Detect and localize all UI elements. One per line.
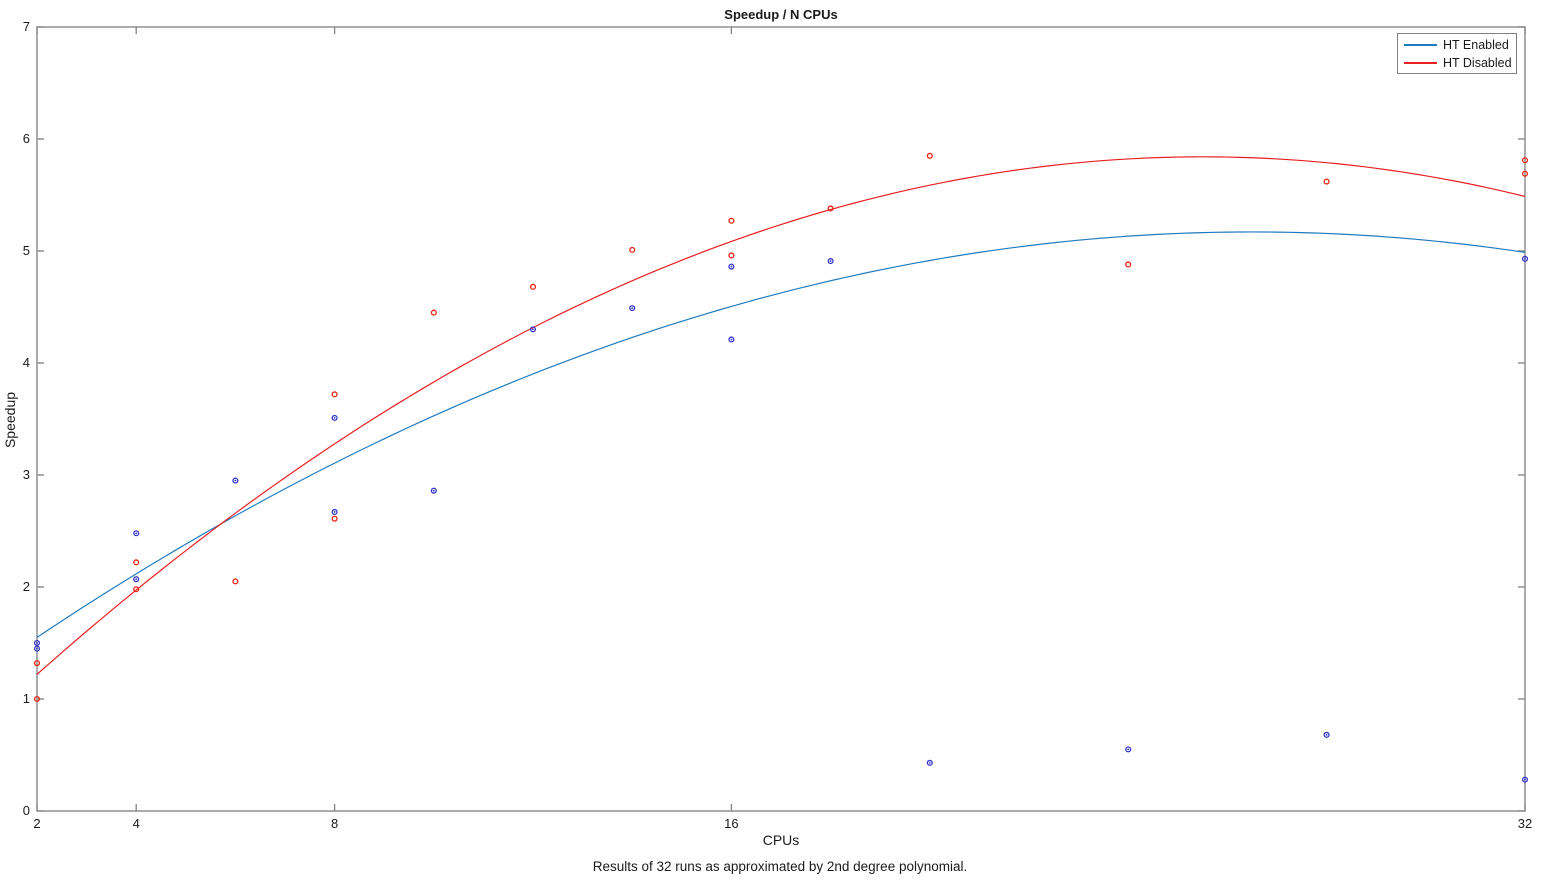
data-point-0	[331, 414, 338, 421]
data-point-0	[33, 639, 41, 647]
data-point-0	[629, 305, 636, 312]
data-point-1	[1521, 157, 1529, 164]
data-point-1	[1323, 178, 1330, 185]
y-tick-label: 4	[22, 355, 30, 370]
x-tick-label: 2	[33, 816, 41, 831]
data-point-0	[133, 530, 140, 537]
data-point-1	[331, 391, 338, 398]
data-point-1	[1521, 170, 1529, 177]
y-tick-label: 3	[22, 467, 30, 482]
data-point-1	[629, 246, 636, 253]
legend-line-ht-enabled	[1404, 43, 1437, 46]
plot-box	[36, 26, 1526, 812]
legend-label-ht-enabled: HT Enabled	[1443, 37, 1509, 52]
y-tick-label: 5	[22, 243, 30, 258]
data-point-0	[926, 759, 933, 766]
y-axis-label: Speedup	[2, 391, 18, 449]
figure-caption: Results of 32 runs as approximated by 2n…	[592, 859, 968, 874]
fit-curve-1	[36, 156, 1526, 675]
data-point-0	[1323, 731, 1330, 738]
data-point-0	[133, 576, 140, 583]
legend-line-ht-disabled	[1404, 61, 1437, 64]
x-tick-label: 8	[330, 816, 339, 831]
y-tick-label: 6	[22, 131, 30, 146]
data-point-1	[232, 578, 239, 585]
legend-item-ht-disabled: HT Disabled	[1404, 55, 1512, 70]
data-point-1	[926, 152, 933, 159]
y-tick-label: 0	[22, 803, 30, 818]
data-point-1	[33, 695, 41, 703]
chart-title: Speedup / N CPUs	[724, 7, 838, 22]
data-point-0	[331, 508, 338, 516]
data-point-1	[133, 559, 140, 566]
data-point-1	[331, 515, 338, 522]
data-point-0	[1125, 746, 1132, 753]
data-point-1	[529, 283, 537, 290]
data-point-1	[133, 586, 140, 593]
data-point-0	[728, 336, 735, 343]
data-point-1	[1125, 261, 1132, 268]
data-point-0	[529, 326, 537, 333]
fit-curve-0	[36, 231, 1526, 638]
legend-label-ht-disabled: HT Disabled	[1443, 55, 1512, 70]
data-point-0	[728, 263, 735, 270]
data-point-1	[728, 217, 735, 224]
legend: HT Enabled HT Disabled	[1397, 33, 1517, 74]
data-point-1	[728, 252, 735, 259]
y-tick-label: 7	[22, 19, 30, 34]
x-tick-label: 32	[1517, 816, 1533, 831]
data-point-0	[232, 477, 239, 484]
y-tick-label: 2	[22, 579, 30, 594]
x-tick-label: 4	[132, 816, 140, 831]
x-axis-label: CPUs	[762, 832, 800, 848]
data-point-1	[33, 660, 41, 667]
legend-item-ht-enabled: HT Enabled	[1404, 38, 1510, 52]
y-tick-label: 1	[22, 691, 30, 706]
data-point-0	[1521, 776, 1529, 783]
data-point-1	[430, 309, 437, 316]
x-tick-label: 16	[724, 816, 739, 831]
data-point-0	[1521, 255, 1529, 262]
data-point-1	[827, 205, 834, 212]
data-point-0	[430, 487, 437, 494]
data-point-0	[827, 258, 834, 265]
data-point-0	[33, 645, 41, 652]
